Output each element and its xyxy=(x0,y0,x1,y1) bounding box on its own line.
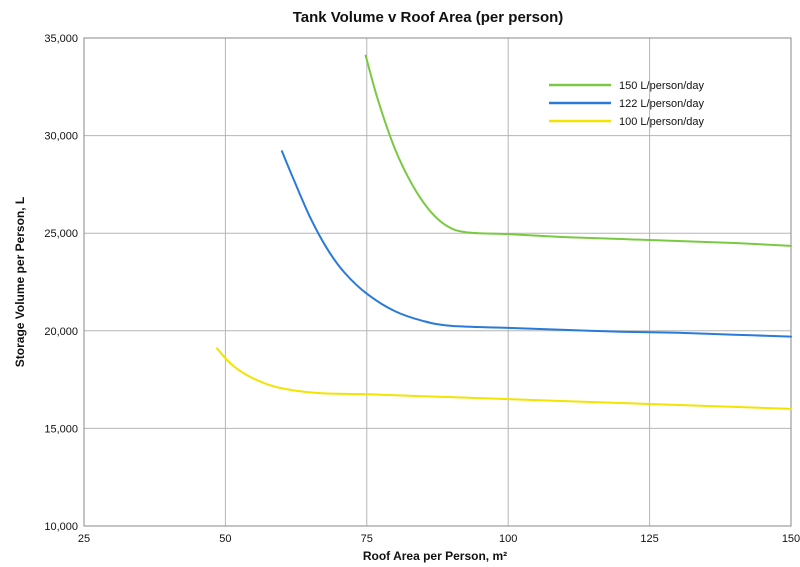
gridlines xyxy=(83,37,792,527)
x-tick-label: 50 xyxy=(219,533,231,545)
series-line-1 xyxy=(364,54,792,247)
y-tick-label: 30,000 xyxy=(44,131,78,143)
y-tick-label: 10,000 xyxy=(44,521,78,533)
series-line-3 xyxy=(215,347,792,410)
y-tick-label: 20,000 xyxy=(44,326,78,338)
legend-label: 150 L/person/day xyxy=(619,80,705,92)
legend-label: 100 L/person/day xyxy=(619,116,705,128)
x-tick-label: 75 xyxy=(361,533,373,545)
plot-area xyxy=(83,37,792,527)
legend: 150 L/person/day 122 L/person/day 100 L/pe… xyxy=(549,80,705,128)
y-tick-label: 25,000 xyxy=(44,228,78,240)
x-axis-label: Roof Area per Person, m² xyxy=(363,549,507,563)
legend-label: 122 L/person/day xyxy=(619,98,705,110)
y-tick-label: 35,000 xyxy=(44,33,78,45)
x-tick-label: 150 xyxy=(782,533,800,545)
data-series xyxy=(215,54,792,410)
x-tick-label: 100 xyxy=(499,533,517,545)
y-tick-label: 15,000 xyxy=(44,423,78,435)
tick-labels: 25 50 75 100 125 150 10,000 15,000 20,000 25,000 3… xyxy=(44,33,800,545)
chart-title: Tank Volume v Roof Area (per person) xyxy=(293,9,564,26)
x-tick-label: 25 xyxy=(78,533,90,545)
x-tick-label: 125 xyxy=(640,533,658,545)
y-axis-label: Storage Volume per Person, L xyxy=(13,197,27,367)
series-line-2 xyxy=(280,150,792,338)
